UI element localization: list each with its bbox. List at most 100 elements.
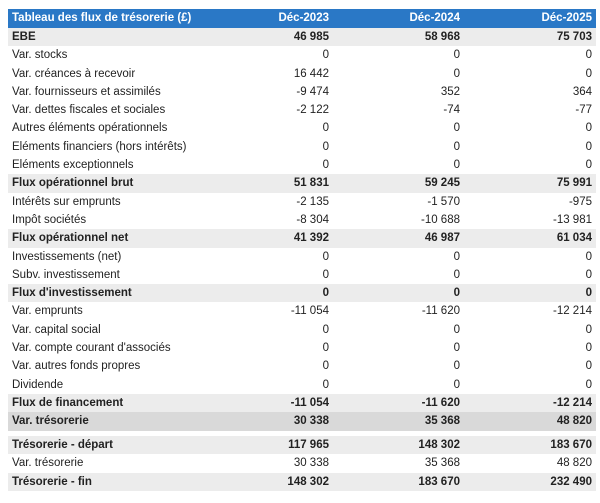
- cell-value: 0: [322, 360, 329, 373]
- table-row: Flux d'investissement 0 0 0: [8, 284, 596, 303]
- row-label: Tableau des flux de trésorerie (£): [12, 12, 192, 24]
- cell-value: 75 991: [556, 177, 592, 190]
- cell-value: 0: [453, 159, 460, 172]
- table-row: Eléments financiers (hors intérêts) 0 0 0: [8, 138, 596, 156]
- cell-value: -8 304: [296, 213, 329, 226]
- cell-value: 46 987: [424, 232, 460, 245]
- cell-value: 183 670: [550, 439, 592, 451]
- cell-value: 0: [322, 342, 329, 355]
- table-row: Var. compte courant d'associés 0 0 0: [8, 339, 596, 357]
- table-row: Subv. investissement 0 0 0: [8, 266, 596, 284]
- cell-value: 0: [453, 49, 460, 62]
- cell-value: 0: [585, 159, 592, 172]
- table-row: Flux de financement -11 054 -11 620 -12 214: [8, 393, 596, 413]
- table-row: Tableau des flux de trésorerie (£) Déc-20…: [8, 9, 596, 28]
- row-label: Var. autres fonds propres: [12, 360, 141, 373]
- cell-value: 0: [585, 287, 592, 300]
- cell-value: 30 338: [293, 457, 329, 470]
- row-label: EBE: [12, 31, 36, 43]
- table-row: Trésorerie - fin 148 302 183 670 232 490: [8, 472, 596, 491]
- cell-value: -975: [568, 195, 592, 208]
- cell-value: -10 688: [420, 213, 460, 226]
- row-label: Trésorerie - fin: [12, 475, 92, 488]
- row-label: Subv. investissement: [12, 268, 120, 281]
- row-label: Var. trésorerie: [12, 415, 89, 428]
- row-label: Flux d'investissement: [12, 287, 132, 300]
- cell-value: -12 214: [552, 396, 592, 409]
- table-row: Dividende 0 0 0: [8, 376, 596, 394]
- table-row: Intérêts sur emprunts -2 135 -1 570 -975: [8, 193, 596, 211]
- cell-value: 0: [585, 342, 592, 355]
- cell-value: 0: [453, 323, 460, 336]
- cell-value: -13 981: [552, 213, 592, 226]
- cell-value: 48 820: [556, 457, 592, 470]
- row-label: Var. capital social: [12, 323, 101, 336]
- cell-value: 0: [585, 250, 592, 263]
- cell-value: 0: [585, 49, 592, 62]
- cell-value: -2 122: [296, 104, 329, 117]
- cell-value: 61 034: [556, 232, 592, 245]
- row-label: Investissements (net): [12, 250, 122, 263]
- table-row: Var. fournisseurs et assimilés -9 474 352 3…: [8, 83, 596, 101]
- table-row: Var. trésorerie 30 338 35 368 48 820: [8, 412, 596, 431]
- cell-value: 0: [453, 360, 460, 373]
- cell-value: -11 620: [421, 305, 460, 318]
- row-label: Var. fournisseurs et assimilés: [12, 85, 161, 98]
- cell-value: 0: [322, 49, 329, 62]
- row-label: Intérêts sur emprunts: [12, 195, 121, 208]
- row-label: Eléments exceptionnels: [12, 159, 134, 172]
- cell-value: 148 302: [287, 475, 329, 488]
- cell-value: 58 968: [424, 31, 460, 43]
- cell-value: 0: [453, 122, 460, 135]
- row-label: Flux opérationnel brut: [12, 177, 134, 190]
- cell-value: Déc-2025: [541, 12, 592, 24]
- table-row: Var. dettes fiscales et sociales -2 122 -7…: [8, 101, 596, 119]
- cell-value: Déc-2024: [409, 12, 460, 24]
- cell-value: -1 570: [427, 195, 460, 208]
- cell-value: 41 392: [293, 232, 329, 245]
- table-row: Var. créances à recevoir 16 442 0 0: [8, 65, 596, 83]
- row-label: Autres éléments opérationnels: [12, 122, 168, 135]
- table-row: Investissements (net) 0 0 0: [8, 248, 596, 266]
- cell-value: 0: [585, 140, 592, 153]
- cell-value: 0: [585, 268, 592, 281]
- cash-flow-table: Tableau des flux de trésorerie (£) Déc-20…: [8, 9, 596, 431]
- cell-value: 117 965: [288, 439, 329, 451]
- cell-value: 0: [585, 360, 592, 373]
- table-row: Autres éléments opérationnels 0 0 0: [8, 119, 596, 137]
- cell-value: 0: [453, 67, 460, 80]
- cell-value: 0: [453, 268, 460, 281]
- cell-value: 232 490: [550, 475, 592, 488]
- table-row: Var. stocks 0 0 0: [8, 46, 596, 64]
- cell-value: 0: [453, 342, 460, 355]
- cell-value: 46 985: [293, 31, 329, 43]
- cell-value: 0: [322, 140, 329, 153]
- cell-value: 0: [453, 250, 460, 263]
- cell-value: Déc-2023: [278, 12, 329, 24]
- table-row: Trésorerie - départ 117 965 148 302 183 670: [8, 436, 596, 455]
- cell-value: 0: [322, 122, 329, 135]
- cell-value: 0: [322, 268, 329, 281]
- row-label: Trésorerie - départ: [12, 439, 113, 451]
- table-row: Var. emprunts -11 054 -11 620 -12 214: [8, 302, 596, 320]
- cell-value: 0: [322, 159, 329, 172]
- cell-value: 0: [322, 378, 329, 391]
- cell-value: 30 338: [293, 415, 329, 428]
- table-row: Var. capital social 0 0 0: [8, 321, 596, 339]
- row-label: Eléments financiers (hors intérêts): [12, 140, 187, 153]
- cell-value: 0: [322, 250, 329, 263]
- table-row: Var. trésorerie 30 338 35 368 48 820: [8, 454, 596, 472]
- cell-value: 35 368: [424, 457, 460, 470]
- table-row: Eléments exceptionnels 0 0 0: [8, 156, 596, 174]
- table-row: Flux opérationnel net 41 392 46 987 61 034: [8, 229, 596, 248]
- cell-value: -77: [575, 104, 592, 117]
- cell-value: 0: [453, 378, 460, 391]
- cell-value: -74: [443, 104, 460, 117]
- table-row: Var. autres fonds propres 0 0 0: [8, 357, 596, 375]
- cell-value: 0: [322, 287, 329, 300]
- cell-value: 48 820: [556, 415, 592, 428]
- row-label: Flux opérationnel net: [12, 232, 129, 245]
- row-label: Var. créances à recevoir: [12, 67, 136, 80]
- cell-value: 35 368: [424, 415, 460, 428]
